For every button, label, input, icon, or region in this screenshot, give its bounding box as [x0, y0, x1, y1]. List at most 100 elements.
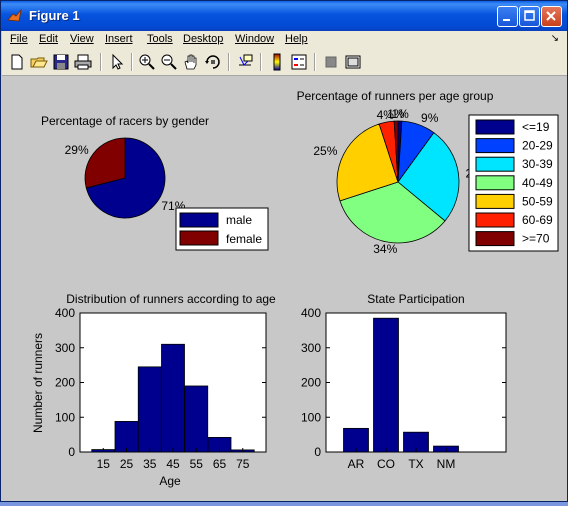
- y-tick-label: 200: [301, 376, 321, 390]
- legend-icon[interactable]: [290, 53, 308, 71]
- minimize-button[interactable]: [497, 6, 518, 27]
- menu-desktop[interactable]: Desktop: [183, 33, 223, 45]
- toolbar-separator: [314, 53, 316, 71]
- menu-tools-label: Tools: [147, 33, 173, 45]
- title-bar[interactable]: Figure 1: [1, 1, 567, 31]
- figure-canvas: Percentage of racers by gender 71% 29% ma…: [2, 76, 567, 501]
- state-bar-title: State Participation: [367, 292, 464, 306]
- menu-desktop-label: Desktop: [183, 33, 224, 45]
- menu-help-label: Help: [285, 33, 308, 45]
- menu-edit[interactable]: Edit: [39, 33, 58, 45]
- legend-label: 30-39: [522, 157, 553, 171]
- age-pie-slice: [393, 120, 399, 183]
- y-tick-label: 300: [55, 341, 75, 355]
- menu-view[interactable]: View: [70, 33, 94, 45]
- age-bar: [137, 366, 162, 453]
- matlab-logo-icon: [7, 8, 22, 22]
- x-tick-label: NM: [437, 457, 456, 471]
- state-bar-chart: 0 100 200 300 400 AR CO TX NM: [301, 306, 507, 471]
- age-pie-slice-label: 4%: [377, 108, 395, 122]
- y-tick-label: 0: [68, 445, 75, 459]
- data-cursor-icon[interactable]: [236, 53, 254, 71]
- legend-label-female: female: [226, 232, 262, 246]
- legend-swatch: [475, 193, 515, 209]
- state-bar: [373, 317, 399, 453]
- window-title: Figure 1: [29, 8, 80, 23]
- x-tick-label: 75: [236, 457, 250, 471]
- age-pie-slice-label: 25%: [313, 144, 337, 158]
- menu-file[interactable]: File: [10, 33, 28, 45]
- legend-label: 60-69: [522, 213, 553, 227]
- figure-toolbar: [2, 50, 567, 76]
- legend-label: <=19: [522, 120, 550, 134]
- legend-swatch: [475, 212, 515, 228]
- new-file-icon[interactable]: [8, 53, 26, 71]
- menu-window[interactable]: Window: [235, 33, 274, 45]
- legend-label: 50-59: [522, 194, 553, 208]
- maximize-button[interactable]: [519, 6, 540, 27]
- age-pie-title: Percentage of runners per age group: [297, 89, 494, 103]
- age-bar-ylabel: Number of runners: [31, 333, 45, 433]
- save-icon[interactable]: [52, 53, 70, 71]
- y-tick-label: 0: [314, 445, 321, 459]
- age-group-pie: 1%9%26%34%25%4%1%: [313, 107, 489, 256]
- toolbar-separator: [131, 53, 133, 71]
- toolbar-separator: [260, 53, 262, 71]
- x-tick-label: 15: [97, 457, 111, 471]
- open-folder-icon[interactable]: [30, 53, 48, 71]
- legend-label: >=70: [522, 232, 550, 246]
- age-bar-chart: 0 100 200 300 400 15 25 35 45 55 65 75: [55, 306, 267, 471]
- age-bar: [184, 385, 209, 453]
- age-bar: [161, 343, 185, 453]
- gender-pie-slice-label: 29%: [65, 143, 89, 157]
- age-pie-slice: [397, 132, 460, 222]
- print-icon[interactable]: [74, 53, 92, 71]
- zoom-in-icon[interactable]: [138, 53, 156, 71]
- x-tick-label: CO: [377, 457, 395, 471]
- toolbar-separator: [228, 53, 230, 71]
- menu-file-label: File: [10, 33, 28, 45]
- age-pie-slice-label: 34%: [373, 242, 397, 256]
- menu-bar: File Edit View Insert Tools Desktop Wind…: [2, 31, 567, 50]
- colorbar-icon[interactable]: [268, 53, 286, 71]
- menu-tools[interactable]: Tools: [147, 33, 173, 45]
- legend-swatch: [475, 138, 515, 154]
- menu-view-label: View: [70, 33, 94, 45]
- y-tick-label: 100: [55, 410, 75, 424]
- menu-edit-label: Edit: [39, 33, 58, 45]
- menu-help[interactable]: Help: [285, 33, 308, 45]
- show-plot-tools-icon[interactable]: [344, 53, 362, 71]
- dock-arrow-icon[interactable]: ↘: [550, 33, 559, 44]
- menu-window-label: Window: [235, 33, 275, 45]
- hide-plot-tools-icon[interactable]: [322, 53, 340, 71]
- age-pie-slice: [339, 181, 446, 244]
- gender-pie: 71%29%: [65, 137, 186, 219]
- legend-swatch: [475, 231, 515, 247]
- legend-label: 20-29: [522, 139, 553, 153]
- legend-swatch: [475, 175, 515, 191]
- gender-pie-title: Percentage of racers by gender: [41, 114, 209, 128]
- x-tick-label: 65: [213, 457, 227, 471]
- x-tick-label: TX: [408, 457, 423, 471]
- toolbar-separator: [100, 53, 102, 71]
- legend-swatch: [475, 156, 515, 172]
- age-bar-title: Distribution of runners according to age: [66, 292, 276, 306]
- zoom-out-icon[interactable]: [160, 53, 178, 71]
- gender-legend: male female: [175, 207, 269, 251]
- x-tick-label: 45: [166, 457, 180, 471]
- y-tick-label: 100: [301, 410, 321, 424]
- pointer-icon[interactable]: [108, 53, 126, 71]
- menu-insert[interactable]: Insert: [105, 33, 133, 45]
- y-tick-label: 200: [55, 376, 75, 390]
- x-tick-label: 25: [120, 457, 134, 471]
- gender-pie-slice: [84, 137, 126, 189]
- y-tick-label: 400: [55, 306, 75, 320]
- pan-hand-icon[interactable]: [182, 53, 200, 71]
- menu-insert-label: Insert: [105, 33, 133, 45]
- x-tick-label: 55: [190, 457, 204, 471]
- age-pie-slice-label: 9%: [421, 111, 439, 125]
- rotate-3d-icon[interactable]: [204, 53, 222, 71]
- x-tick-label: 35: [143, 457, 157, 471]
- close-button[interactable]: [541, 6, 562, 27]
